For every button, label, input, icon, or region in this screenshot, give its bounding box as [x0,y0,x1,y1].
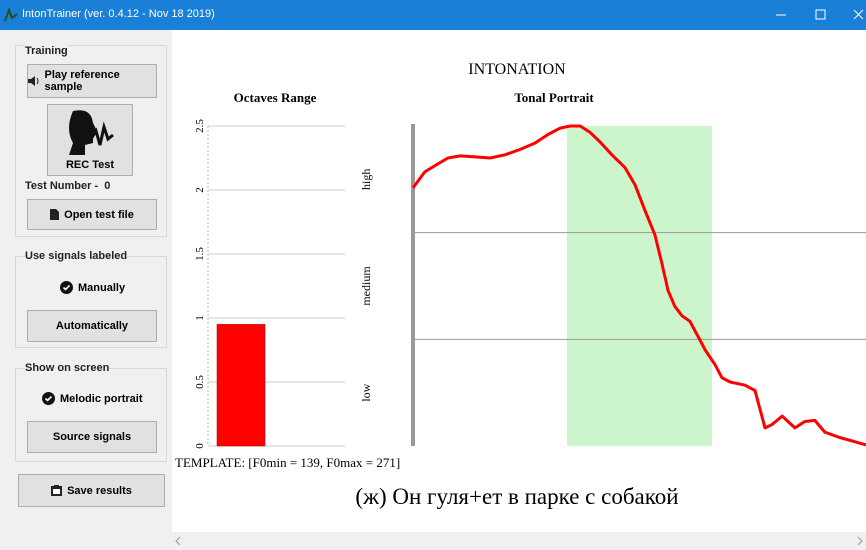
y-tick-label: 0 [194,443,206,449]
button-label: Play reference sample [44,69,120,93]
window-title: IntonTrainer (ver. 0.4.12 - Nov 18 2019) [22,8,215,20]
y-tick-label: medium [359,266,373,306]
melodic-option[interactable]: Melodic portrait [42,392,143,405]
main-title: INTONATION [468,61,566,78]
button-label: Automatically [55,320,129,332]
button-label: Open test file [64,208,134,221]
value: 0 [104,180,111,192]
rec-icon [69,110,114,155]
title-bar: IntonTrainer (ver. 0.4.12 - Nov 18 2019) [0,0,866,30]
scrollbar[interactable] [172,532,866,550]
save-icon [51,485,63,496]
y-tick-label: high [359,169,373,190]
charts: INTONATION Octaves Range Tonal Portrait … [175,61,866,509]
training-group [15,45,167,237]
group-label: Training [25,45,68,57]
button-label: Save results [67,484,132,497]
file-icon [50,209,60,220]
group-label: Use signals labeled [25,250,128,262]
y-tick-label: 2.5 [194,119,206,133]
chart-title: Octaves Range [234,90,317,105]
app-icon [4,8,18,22]
template-text: TEMPLATE: [F0min = 139, F0max = 271] [175,455,400,470]
y-tick-label: 1 [194,315,206,321]
y-tick-label: low [359,383,373,401]
tonal-line [411,124,866,447]
option-label: Manually [78,281,126,294]
chart-title: Tonal Portrait [514,90,594,105]
button-label: REC Test [65,159,115,171]
scroll-arrows [175,536,863,546]
open-button[interactable]: Open test file [27,199,157,230]
check-icon [60,281,73,294]
test-number-label: Test Number - 0 [25,180,110,192]
plot-area [172,30,866,532]
highlight-region [567,126,712,446]
option-label: Melodic portrait [60,392,143,405]
phrase: (ж) Он гуля+ет в парке с собакой [355,484,678,509]
speaker-icon [28,76,39,86]
y-tick-label: 0.5 [194,375,206,389]
automatically-button[interactable]: Automatically [27,310,157,342]
button-label: Source signals [52,431,132,443]
manually-option[interactable]: Manually [60,281,125,294]
source-button[interactable]: Source signals [27,421,157,453]
label: Test Number - [25,180,99,192]
bar [216,324,266,447]
rec-button[interactable]: REC Test [47,104,133,176]
save-button[interactable]: Save results [18,474,165,507]
y-tick-label: 2 [194,187,206,193]
group-label: Show on screen [25,362,110,374]
y-tick-label: 1.5 [194,247,206,261]
window-controls[interactable] [766,0,866,30]
play-button[interactable]: Play reference sample [27,64,157,98]
check-icon [42,392,55,405]
